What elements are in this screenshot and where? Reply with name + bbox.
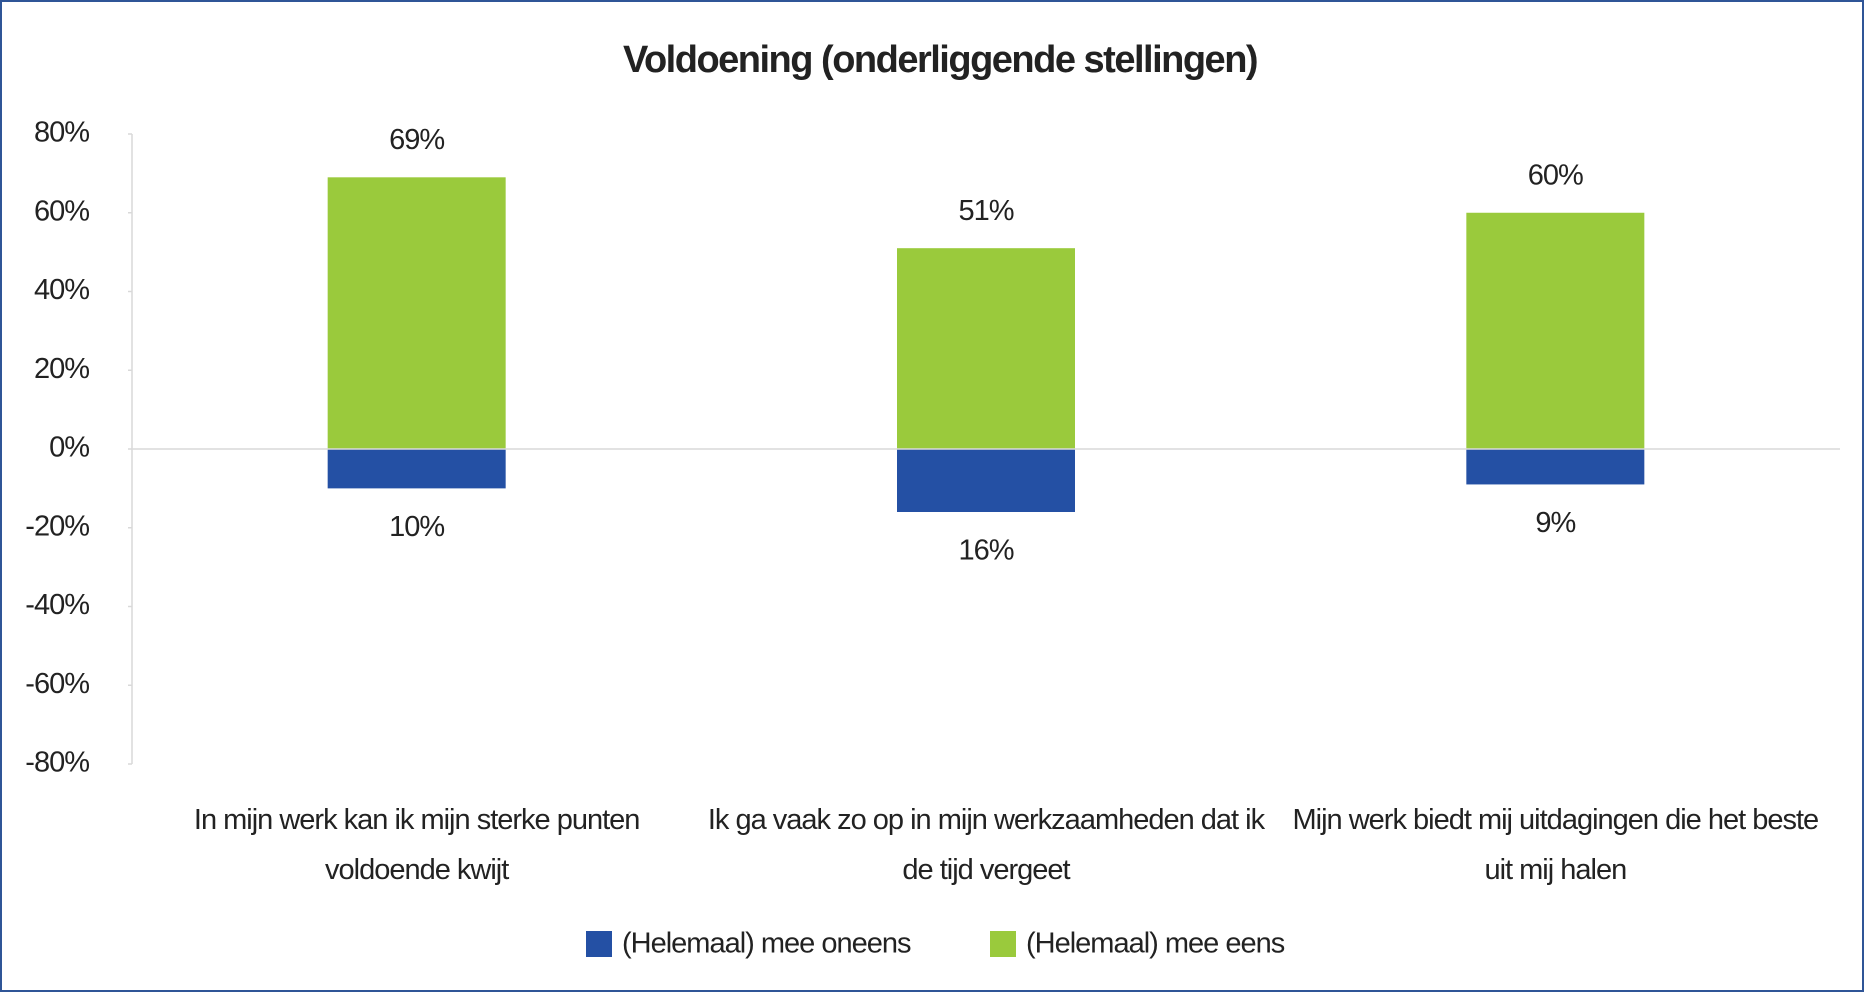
y-tick-label: 0% (49, 432, 89, 464)
legend-swatch (990, 931, 1016, 957)
bar (1466, 212, 1645, 449)
data-label: 16% (958, 535, 1013, 567)
legend-label: (Helemaal) mee oneens (622, 928, 911, 960)
y-tick-label: -80% (25, 747, 89, 779)
data-label: 60% (1528, 159, 1583, 191)
data-label: 10% (389, 511, 444, 543)
legend-label: (Helemaal) mee eens (1026, 928, 1285, 960)
bar (897, 449, 1075, 512)
y-tick-label: 20% (34, 353, 89, 385)
x-tick-label: Ik ga vaak zo op in mijn werkzaamheden d… (707, 804, 1265, 886)
y-tick-label: -60% (25, 668, 89, 700)
chart-title: Voldoening (onderliggende stellingen) (623, 39, 1257, 81)
data-label: 51% (958, 195, 1013, 227)
y-tick-label: 40% (34, 274, 89, 306)
y-tick-label: -40% (25, 589, 89, 621)
data-label: 9% (1535, 507, 1575, 539)
bar (327, 177, 506, 449)
y-tick-label: 80% (34, 117, 89, 149)
bar (897, 248, 1075, 449)
bar (1466, 449, 1645, 485)
y-tick-label: -20% (25, 510, 89, 542)
x-tick-label: Mijn werk biedt mij uitdagingen die het … (1292, 804, 1820, 886)
y-tick-label: 60% (34, 195, 89, 227)
legend-swatch (586, 931, 612, 957)
data-label: 69% (389, 124, 444, 156)
x-tick-label: In mijn werk kan ik mijn sterke punten v… (193, 804, 641, 886)
bar (327, 449, 506, 489)
